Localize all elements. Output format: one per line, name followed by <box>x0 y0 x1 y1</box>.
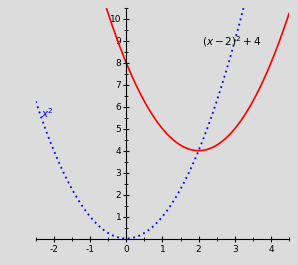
Text: $(x-2)^2+4$: $(x-2)^2+4$ <box>202 34 262 49</box>
Text: $x^2$: $x^2$ <box>41 106 54 120</box>
